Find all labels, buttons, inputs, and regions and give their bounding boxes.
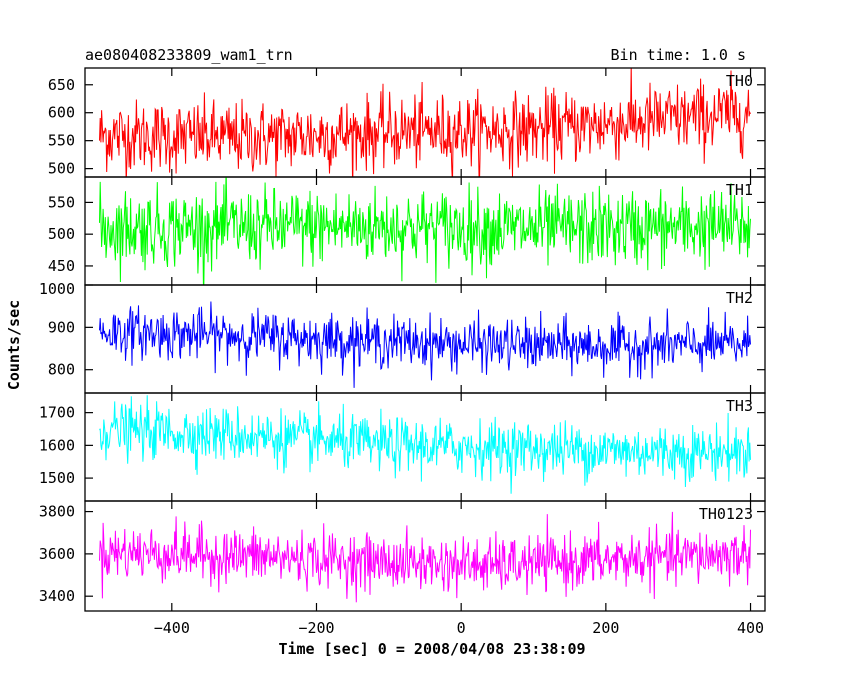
y-axis-label: Counts/sec	[5, 300, 23, 390]
bin-time-label: Bin time: 1.0 s	[611, 46, 746, 64]
x-tick-label: 0	[457, 619, 466, 637]
y-tick-label: 1500	[39, 469, 75, 487]
y-tick-label: 500	[48, 160, 75, 178]
series-line-th0123	[99, 511, 751, 603]
series-line-th3	[99, 395, 751, 494]
x-tick-label: −200	[298, 619, 334, 637]
x-tick-label: 400	[737, 619, 764, 637]
panel-th1: 450 500 550 TH1	[48, 176, 766, 286]
y-tick-label: 900	[48, 318, 75, 336]
x-axis-label: Time [sec] 0 = 2008/04/08 23:38:09	[278, 640, 585, 658]
y-tick-label: 550	[48, 132, 75, 150]
y-tick-label: 3400	[39, 587, 75, 605]
panel-label: TH2	[726, 289, 753, 307]
panel-th0123: 3400 3600 3800 TH0123	[39, 500, 766, 612]
y-tick-label: 550	[48, 193, 75, 211]
y-tick-label: 500	[48, 225, 75, 243]
panel-label: TH3	[726, 397, 753, 415]
x-tick-label: −400	[154, 619, 190, 637]
panel-frame	[84, 500, 766, 612]
series-line-th2	[99, 301, 751, 388]
y-tick-label: 1700	[39, 404, 75, 422]
series-line-th1	[99, 177, 751, 285]
x-axis: −400 −200 0 200 400	[154, 619, 764, 637]
y-tick-label: 1600	[39, 436, 75, 454]
series-line-th0	[99, 68, 751, 177]
y-tick-label: 650	[48, 76, 75, 94]
panel-label: TH0	[726, 72, 753, 90]
y-tick-label: 1000	[39, 280, 75, 298]
panel-label: TH1	[726, 181, 753, 199]
y-tick-label: 3800	[39, 503, 75, 521]
plot-title: ae080408233809_wam1_trn	[85, 46, 293, 64]
x-tick-label: 200	[592, 619, 619, 637]
y-tick-label: 600	[48, 104, 75, 122]
y-tick-label: 3600	[39, 545, 75, 563]
y-tick-label: 450	[48, 257, 75, 275]
panel-label: TH0123	[699, 505, 753, 523]
panel-stack: 500 550 600 650 TH0 450 500 550 TH1 800 900 1000 TH2…	[39, 67, 766, 612]
y-tick-label: 800	[48, 361, 75, 379]
